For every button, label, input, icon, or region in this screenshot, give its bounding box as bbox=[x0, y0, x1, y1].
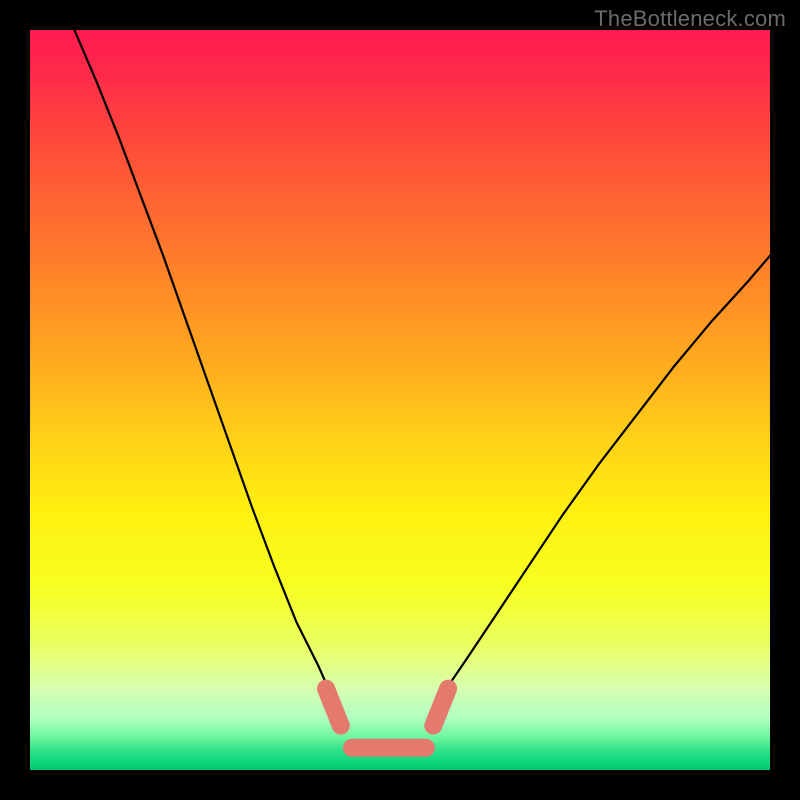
chart-svg bbox=[30, 30, 770, 770]
plot-area bbox=[30, 30, 770, 770]
watermark-text: TheBottleneck.com bbox=[594, 6, 786, 32]
gradient-background bbox=[30, 30, 770, 770]
chart-container: TheBottleneck.com bbox=[0, 0, 800, 800]
